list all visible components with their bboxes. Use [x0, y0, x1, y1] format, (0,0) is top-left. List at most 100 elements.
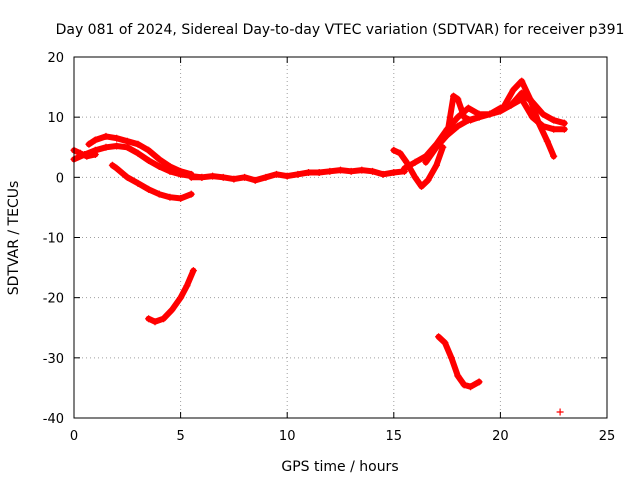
- data-point: [418, 182, 426, 190]
- data-point: [439, 143, 447, 151]
- data-point: [432, 143, 440, 151]
- x-tick-label: 25: [599, 429, 616, 444]
- chart-title: Day 081 of 2024, Sidereal Day-to-day VTE…: [56, 22, 625, 38]
- data-point: [550, 116, 558, 124]
- data-point: [123, 137, 131, 145]
- y-axis-label: SDTVAR / TECUs: [6, 181, 22, 296]
- data-point: [145, 156, 153, 164]
- data-point: [102, 132, 110, 140]
- data-point: [460, 381, 468, 389]
- data-point: [83, 152, 91, 160]
- data-point: [166, 163, 174, 171]
- data-point: [390, 169, 398, 177]
- series-arc-k: [501, 77, 558, 160]
- data-point: [443, 131, 451, 139]
- data-point: [91, 136, 99, 144]
- y-tick-label: 20: [47, 51, 64, 66]
- series-arc-d: [108, 161, 195, 202]
- data-point: [113, 142, 121, 150]
- series-arc-l: [435, 333, 483, 391]
- data-point: [305, 169, 313, 177]
- x-tick-label: 20: [492, 429, 509, 444]
- y-tick-label: 10: [47, 111, 64, 126]
- data-point: [134, 179, 142, 187]
- series-arc-g: [390, 143, 447, 190]
- data-point: [475, 378, 483, 386]
- data-point: [76, 149, 84, 157]
- data-point: [518, 77, 526, 85]
- data-point: [155, 155, 163, 163]
- x-tick-label: 15: [386, 429, 403, 444]
- data-point: [454, 122, 462, 130]
- data-point: [435, 333, 443, 341]
- data-point: [411, 173, 419, 181]
- data-point: [379, 170, 387, 178]
- data-point: [486, 110, 494, 118]
- data-point: [449, 92, 457, 100]
- x-tick-label: 10: [279, 429, 296, 444]
- data-point: [189, 267, 197, 275]
- data-point: [251, 176, 259, 184]
- data-point: [422, 158, 430, 166]
- data-point: [262, 173, 270, 181]
- data-point: [467, 383, 475, 391]
- data-point: [400, 164, 408, 172]
- data-point: [368, 167, 376, 175]
- data-point: [396, 149, 404, 157]
- x-axis-label: GPS time / hours: [281, 459, 398, 475]
- data-point: [550, 125, 558, 133]
- data-point: [509, 86, 517, 94]
- data-point: [543, 137, 551, 145]
- data-point: [454, 113, 462, 121]
- data-point: [108, 161, 116, 169]
- series-point-m: [556, 408, 564, 416]
- data-point: [91, 150, 99, 158]
- data-point: [102, 143, 110, 151]
- data-point: [166, 193, 174, 201]
- data-point: [177, 167, 185, 175]
- data-point: [155, 190, 163, 198]
- y-tick-label: -10: [43, 232, 64, 247]
- data-point: [294, 170, 302, 178]
- data-point: [134, 149, 142, 157]
- data-point: [177, 194, 185, 202]
- y-tick-label: -30: [43, 352, 64, 367]
- data-point: [160, 315, 168, 323]
- series-line: [145, 267, 197, 325]
- data-point: [411, 158, 419, 166]
- data-point: [123, 173, 131, 181]
- data-point: [85, 140, 93, 148]
- data-point: [113, 134, 121, 142]
- data-point: [198, 173, 206, 181]
- series-arc-j: [443, 92, 483, 139]
- data-point: [123, 143, 131, 151]
- data-point: [337, 166, 344, 174]
- series-line: [71, 147, 99, 160]
- data-point: [134, 140, 142, 148]
- data-point: [460, 113, 468, 121]
- series-arc-f: [187, 166, 408, 184]
- data-point: [441, 339, 449, 347]
- data-point: [151, 318, 159, 326]
- data-point: [432, 161, 440, 169]
- data-point: [390, 146, 398, 154]
- data-point: [241, 173, 249, 181]
- data-point: [539, 110, 547, 118]
- data-point: [454, 372, 462, 380]
- data-point: [145, 146, 153, 154]
- data-point: [454, 95, 462, 103]
- data-point: [464, 104, 472, 112]
- data-point: [315, 169, 323, 177]
- data-point: [560, 119, 568, 127]
- data-point: [550, 152, 558, 160]
- data-point: [273, 170, 281, 178]
- data-point: [358, 166, 366, 174]
- data-point: [347, 167, 355, 175]
- axis-ticks: 0 5 10 15 20 25 -40 -30 -20 -10 0 10 20: [43, 51, 616, 444]
- data-point: [326, 167, 334, 175]
- series-arc-e: [145, 267, 197, 326]
- x-tick-label: 0: [70, 429, 78, 444]
- data-point: [507, 101, 515, 109]
- data-point: [187, 173, 195, 181]
